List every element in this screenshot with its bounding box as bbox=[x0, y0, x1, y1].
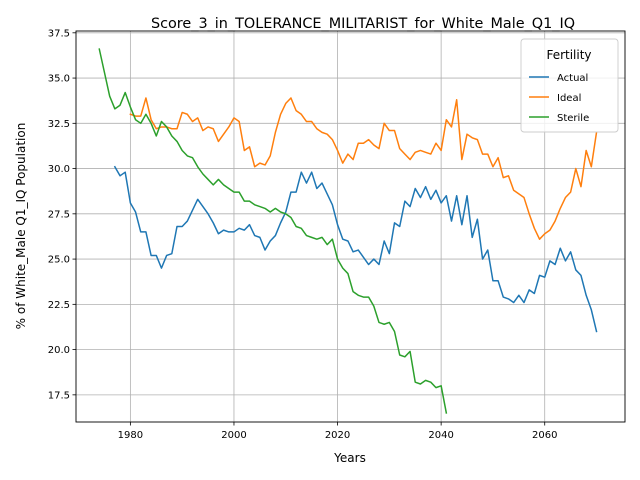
x-axis-label: Years bbox=[333, 451, 366, 465]
series-lines bbox=[98, 48, 598, 414]
y-tick-label: 17.5 bbox=[48, 390, 70, 401]
series-line-sterile bbox=[98, 48, 448, 414]
chart-title: Score_3_in_TOLERANCE_MILITARIST_for_Whit… bbox=[151, 16, 575, 32]
legend-label-actual: Actual bbox=[557, 73, 588, 84]
y-tick-label: 25.0 bbox=[48, 255, 70, 266]
y-tick-label: 32.5 bbox=[48, 119, 70, 130]
legend-frame bbox=[520, 38, 619, 133]
legend-label-ideal: Ideal bbox=[557, 93, 581, 104]
series-line-actual bbox=[113, 165, 598, 333]
x-axis-ticks: 1980 2000 2020 2040 2060 bbox=[118, 422, 557, 441]
legend: Fertility Actual Ideal Sterile bbox=[520, 38, 619, 133]
legend-label-sterile: Sterile bbox=[557, 113, 589, 124]
y-tick-label: 35.0 bbox=[48, 74, 70, 85]
legend-title: Fertility bbox=[546, 48, 591, 62]
y-tick-label: 37.5 bbox=[48, 28, 70, 39]
y-axis-label: % of White_Male Q1_IQ Population bbox=[14, 123, 28, 330]
y-tick-label: 22.5 bbox=[48, 300, 70, 311]
y-tick-label: 27.5 bbox=[48, 209, 70, 220]
series-line-ideal bbox=[129, 97, 598, 240]
x-tick-label: 2000 bbox=[221, 430, 246, 441]
plot-area-frame bbox=[75, 30, 626, 423]
x-tick-label: 2040 bbox=[428, 430, 453, 441]
y-tick-label: 30.0 bbox=[48, 164, 70, 175]
x-tick-label: 2020 bbox=[325, 430, 350, 441]
x-tick-label: 1980 bbox=[118, 430, 143, 441]
x-tick-label: 2060 bbox=[532, 430, 557, 441]
y-tick-label: 20.0 bbox=[48, 345, 70, 356]
y-axis-ticks: 17.5 20.0 22.5 25.0 27.5 30.0 32.5 35.0 37.5 bbox=[48, 28, 76, 401]
